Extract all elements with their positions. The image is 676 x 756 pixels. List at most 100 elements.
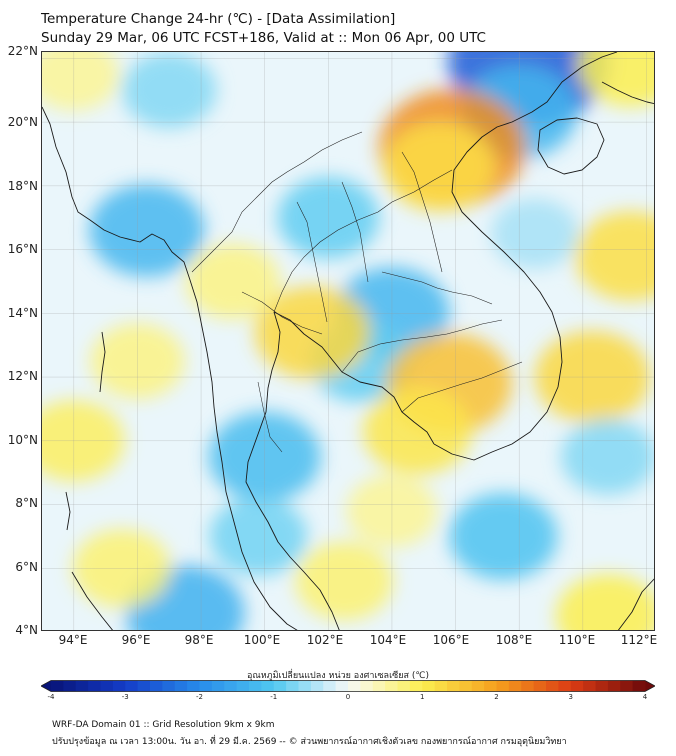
colorbar-cell-30 (422, 680, 436, 692)
lat-label-10n: 10°N (7, 433, 38, 447)
sumatra-coast (71, 571, 113, 630)
colorbar-cell-1 (63, 680, 77, 692)
colorbar-cell-40 (546, 680, 559, 692)
colorbar-cell-41 (558, 680, 572, 692)
colorbar-cell-37 (508, 680, 522, 692)
colorbar-cell-9 (162, 680, 176, 692)
map-panel[interactable] (41, 51, 655, 631)
field-blob-15 (185, 243, 281, 320)
colorbar-cell-20 (298, 680, 312, 692)
graticule (42, 52, 654, 630)
field-blob-27 (578, 52, 654, 107)
colorbar-cell-46 (620, 680, 634, 692)
field-blob-10 (254, 286, 371, 379)
myanmar-coast (42, 106, 227, 493)
lon-label-106e: 106°E (432, 633, 470, 647)
footer-model-info: WRF-DA Domain 01 :: Grid Resolution 9km … (52, 720, 275, 730)
field-blob-28 (491, 198, 579, 269)
lat-label-18n: 18°N (7, 179, 38, 193)
colorbar-cell-23 (335, 680, 349, 692)
colorbar-tick-label: 1 (420, 693, 425, 701)
colorbar-cell-6 (125, 680, 139, 692)
lat-label-14n: 14°N (7, 306, 38, 320)
lon-label-100e: 100°E (243, 633, 281, 647)
colorbar-arrow-min (41, 680, 51, 692)
border-j (257, 381, 283, 453)
colorbar-cell-0 (51, 680, 64, 692)
colorbar-cell-33 (459, 680, 473, 692)
colorbar-cell-47 (632, 680, 646, 692)
china-coast (601, 81, 654, 105)
colorbar-cell-42 (570, 680, 584, 692)
colorbar-tick-label: -2 (196, 693, 203, 701)
colorbar-cell-4 (100, 680, 114, 692)
colorbar-cell-12 (199, 680, 213, 692)
colorbar-cell-28 (397, 680, 411, 692)
lon-label-98e: 98°E (184, 633, 214, 647)
colorbar-cell-22 (323, 680, 337, 692)
colorbar-cell-14 (224, 680, 238, 692)
field-blob-3 (383, 121, 496, 212)
lon-label-102e: 102°E (306, 633, 344, 647)
border-h (341, 181, 369, 283)
lat-label-12n: 12°N (7, 369, 38, 383)
colorbar-cell-32 (447, 680, 460, 692)
colorbar-cell-3 (88, 680, 101, 692)
colorbar-cell-16 (249, 680, 262, 692)
colorbar-cell-31 (434, 680, 448, 692)
colorbar-cell-24 (348, 680, 361, 692)
andaman-islands (99, 331, 106, 393)
border-f (241, 291, 323, 335)
colorbar-title: อุณหภูมิเปลี่ยนแปลง หน่วย องศาเซลเซียส (… (246, 671, 430, 681)
hainan-island (537, 117, 605, 175)
colorbar-tick-label: 2 (494, 693, 499, 701)
field-blob-5 (122, 52, 217, 129)
colorbar-cell-26 (372, 680, 386, 692)
colorbar-cell-38 (521, 680, 535, 692)
colorbar-cell-27 (385, 680, 398, 692)
colorbar-cell-11 (187, 680, 200, 692)
field-blob-23 (561, 418, 654, 495)
vietnam-coast (433, 52, 618, 461)
lon-label-112e: 112°E (620, 633, 658, 647)
colorbar-cell-5 (112, 680, 126, 692)
lat-label-6n: 6°N (15, 560, 38, 574)
field-blob-14 (209, 497, 308, 576)
colorbar-tick-label: -4 (47, 693, 55, 701)
colorbar-cell-19 (286, 680, 299, 692)
admin-borders (191, 131, 523, 453)
lon-label-104e: 104°E (369, 633, 407, 647)
border-i (401, 151, 443, 273)
colorbar-outline (41, 680, 655, 692)
lon-label-96e: 96°E (121, 633, 151, 647)
colorbar-cell-34 (471, 680, 485, 692)
footer-credit: ปรับปรุงข้อมูล ณ เวลา 13:00น. วัน อา. ที… (52, 737, 567, 747)
colorbar-cell-45 (607, 680, 621, 692)
colorbar-tick-label: 4 (642, 693, 648, 701)
colorbar-tick-label: 3 (568, 693, 573, 701)
colorbar-cell-25 (360, 680, 374, 692)
map-subtitle: Sunday 29 Mar, 06 UTC FCST+186, Valid at… (41, 30, 486, 46)
border-e (401, 361, 523, 413)
temperature-field (42, 52, 654, 630)
colorbar-tick-label: -1 (270, 693, 278, 701)
gulf-north-coast (273, 311, 435, 445)
field-blob-12 (363, 387, 472, 475)
lat-label-22n: 22°N (7, 44, 38, 58)
peninsula-west-coast (225, 491, 298, 630)
border-g (296, 201, 328, 323)
border-c (341, 319, 503, 373)
lon-label-110e: 110°E (558, 633, 596, 647)
lon-label-108e: 108°E (495, 633, 533, 647)
colorbar-cell-18 (273, 680, 287, 692)
field-blob-6 (42, 52, 120, 111)
coastlines (42, 52, 654, 630)
colorbar-tick-label: -3 (121, 693, 129, 701)
border-d (381, 271, 493, 305)
field-blob-22 (574, 211, 654, 301)
colorbar-arrow-max (645, 680, 655, 692)
colorbar-cell-36 (496, 680, 510, 692)
colorbar-cell-29 (409, 680, 423, 692)
colorbar-cell-7 (137, 680, 151, 692)
colorbar-cell-2 (75, 680, 89, 692)
